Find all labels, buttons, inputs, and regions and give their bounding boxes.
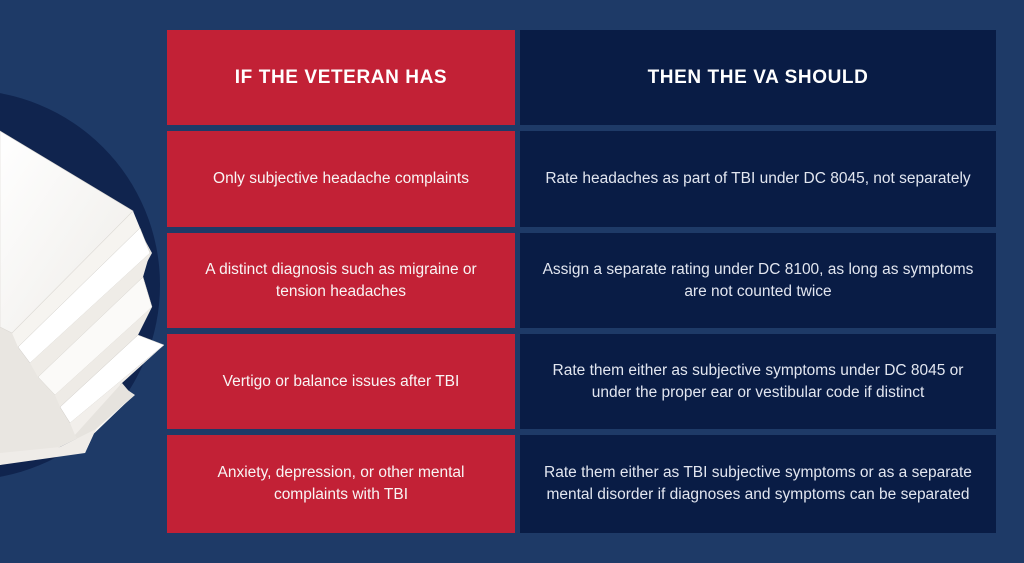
condition-cell: Anxiety, depression, or other mental com…: [167, 435, 515, 533]
action-cell: Rate headaches as part of TBI under DC 8…: [520, 131, 996, 227]
condition-cell: Only subjective headache complaints: [167, 131, 515, 227]
action-cell: Assign a separate rating under DC 8100, …: [520, 233, 996, 328]
condition-cell: A distinct diagnosis such as migraine or…: [167, 233, 515, 328]
action-cell: Rate them either as subjective symptoms …: [520, 334, 996, 429]
action-cell: Rate them either as TBI subjective sympt…: [520, 435, 996, 533]
condition-cell: Vertigo or balance issues after TBI: [167, 334, 515, 429]
header-cell-if: IF THE VETERAN HAS: [167, 30, 515, 125]
if-then-table: IF THE VETERAN HAS THEN THE VA SHOULD On…: [167, 30, 996, 533]
papers-stack-image: [0, 130, 165, 465]
papers-top-sheet: [0, 130, 134, 334]
header-cell-then: THEN THE VA SHOULD: [520, 30, 996, 125]
